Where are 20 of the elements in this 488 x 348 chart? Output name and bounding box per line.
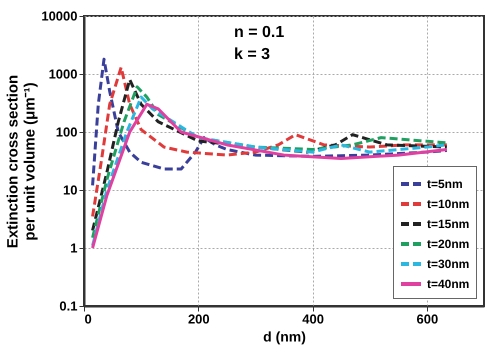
annotation: k = 3 bbox=[234, 46, 270, 63]
x-tick-label: 400 bbox=[302, 312, 324, 326]
x-tick-label: 0 bbox=[84, 312, 92, 326]
legend-label: t=40nm bbox=[427, 277, 470, 291]
y-tick-label: 1 bbox=[70, 240, 78, 256]
legend-label: t=15nm bbox=[427, 217, 470, 231]
x-axis-title: d (nm) bbox=[263, 328, 306, 344]
y-axis-title: Extinction cross section per unit volume (μm⁻¹) bbox=[4, 74, 38, 248]
y-tick-label: 100 bbox=[56, 124, 78, 140]
y-tick-label: 0.1 bbox=[59, 298, 78, 314]
x-tick-label: 600 bbox=[416, 312, 438, 326]
y-tick-label: 10 bbox=[63, 182, 78, 198]
legend-label: t=30nm bbox=[427, 257, 470, 271]
legend-label: t=5nm bbox=[427, 177, 463, 191]
y-tick-label: 1000 bbox=[48, 66, 78, 82]
x-tick-label: 200 bbox=[188, 312, 210, 326]
y-tick-label: 10000 bbox=[41, 8, 78, 24]
legend-label: t=20nm bbox=[427, 237, 470, 251]
annotation: n = 0.1 bbox=[234, 24, 284, 41]
legend-label: t=10nm bbox=[427, 197, 470, 211]
